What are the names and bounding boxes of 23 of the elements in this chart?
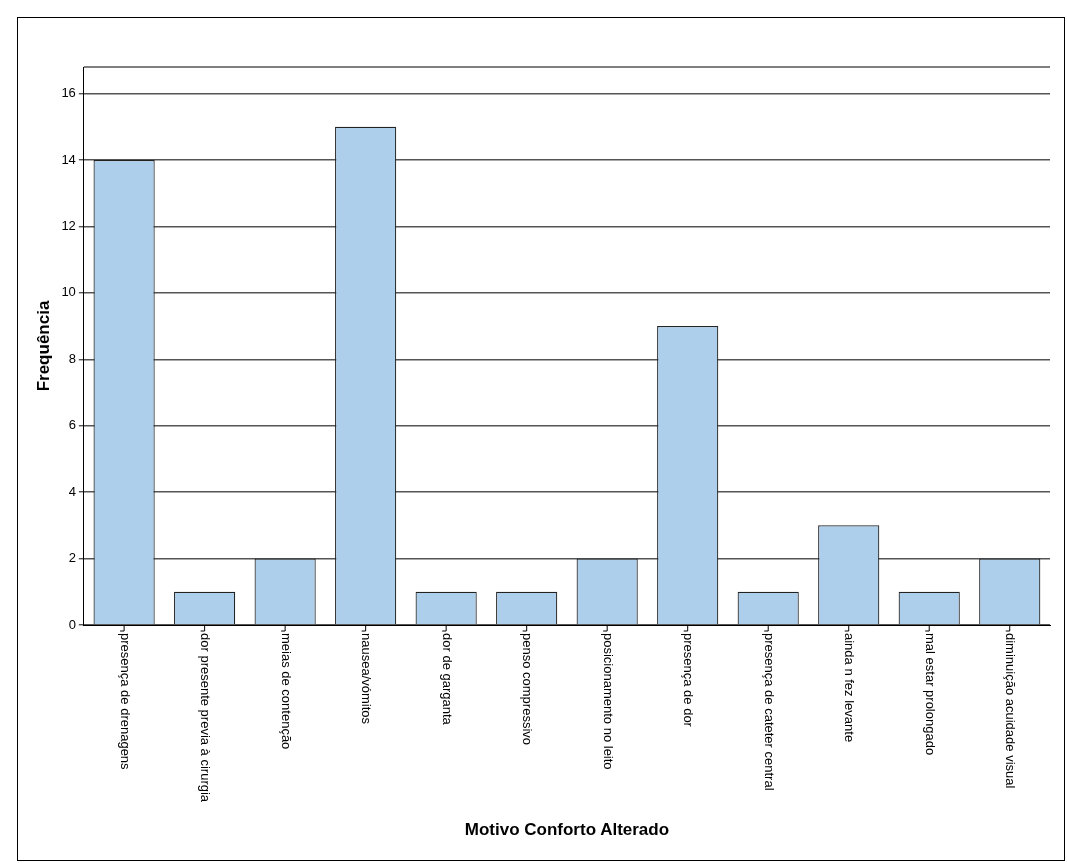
y-axis-title: Frequência <box>33 300 53 392</box>
y-tick-label: 12 <box>61 218 76 234</box>
x-axis-title: Motivo Conforto Alterado <box>464 820 670 840</box>
x-tick-label: meias de contenção <box>278 633 294 750</box>
x-tick-label: dor presente previa à cirurgia <box>198 633 214 803</box>
x-tick-label: posicionamento no leito <box>600 633 616 770</box>
x-tick-label: presença de cateter central <box>761 633 777 791</box>
y-tick-label: 0 <box>68 616 76 632</box>
y-tick-label: 14 <box>61 151 76 167</box>
y-tick-label: 10 <box>61 284 76 300</box>
x-tick-label: nausea/vómitos <box>359 633 375 725</box>
y-tick-label: 2 <box>68 550 76 566</box>
y-tick-label: 6 <box>68 417 76 433</box>
y-tick-label: 16 <box>61 85 76 101</box>
y-tick-label: 4 <box>68 483 76 499</box>
y-tick-label: 8 <box>68 350 76 366</box>
x-tick-label: diminuição acuidade visual <box>1003 633 1019 789</box>
x-tick-label: dor de garganta <box>439 633 455 726</box>
x-tick-label: mal estar prolongado <box>922 633 938 756</box>
x-tick-label: presença de dor <box>681 633 697 728</box>
x-tick-label: penso compressivo <box>520 633 536 745</box>
x-tick-label: ainda n fez levante <box>842 633 858 743</box>
x-tick-label: presença de drenagens <box>117 633 133 771</box>
